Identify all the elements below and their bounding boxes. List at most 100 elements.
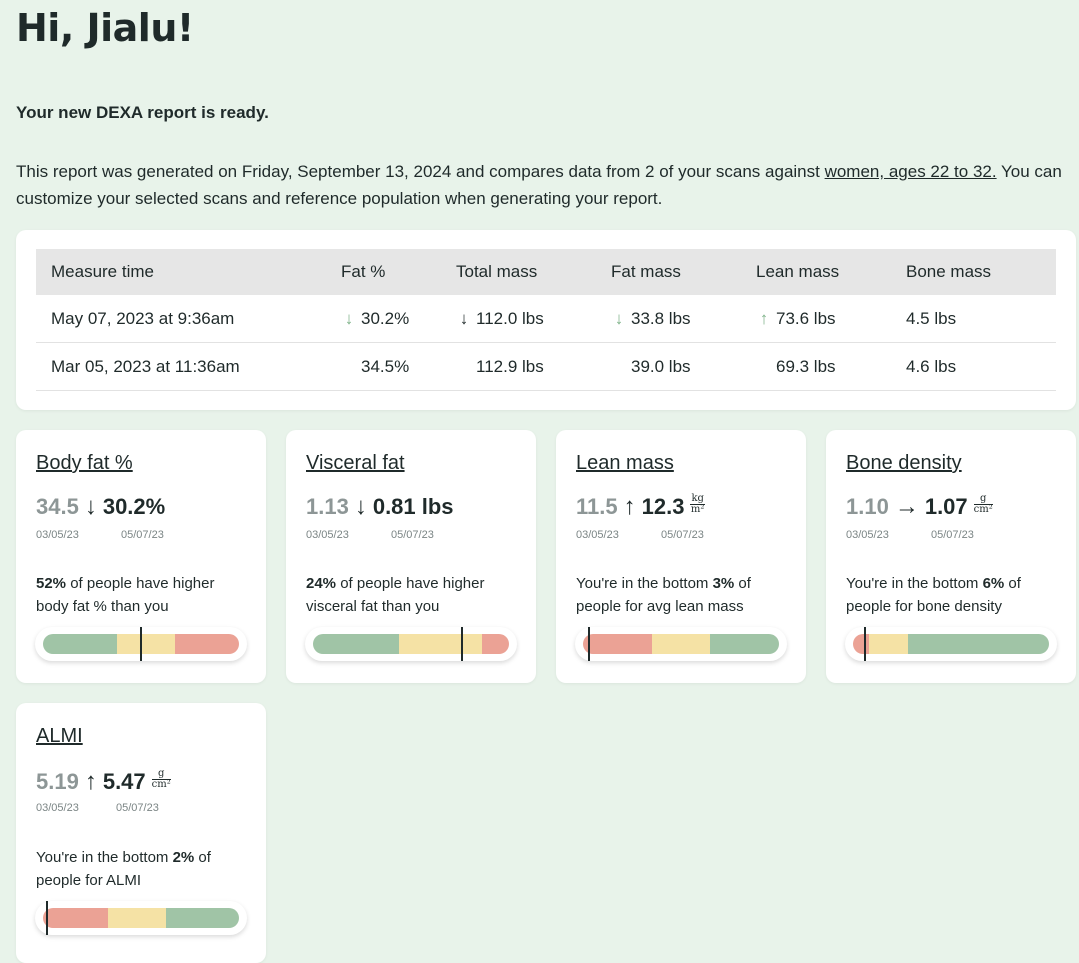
current-value: 30.2% bbox=[102, 494, 166, 519]
scan-comparison-table: Measure time Fat % Total mass Fat mass L… bbox=[36, 249, 1056, 391]
metric-values: 5.19 ↑ 5.47 g cm² bbox=[36, 768, 171, 796]
card-title-link[interactable]: Visceral fat bbox=[306, 452, 405, 474]
percentile-text: You're in the bottom 6% of people for bo… bbox=[846, 575, 1021, 615]
scan-comparison-card: Measure time Fat % Total mass Fat mass L… bbox=[16, 230, 1076, 410]
current-value: 1.07 bbox=[924, 494, 968, 519]
intro-text: This report was generated on Friday, Sep… bbox=[16, 162, 825, 181]
metric-values: 34.5 ↓ 30.2% bbox=[36, 493, 165, 521]
card-title-link[interactable]: Lean mass bbox=[576, 452, 674, 474]
percentile-value: 52% bbox=[36, 575, 67, 592]
metric-card-bone-density: Bone density 1.10 → 1.07 g cm² 03/05/23 05/0… bbox=[826, 430, 1076, 683]
header-total-mass: Total mass bbox=[456, 262, 538, 281]
previous-date: 03/05/23 bbox=[846, 529, 889, 541]
bar-segment-green bbox=[166, 908, 239, 928]
unit-fraction: kg m² bbox=[690, 493, 705, 515]
cell-fat-mass: 39.0 lbs bbox=[611, 342, 756, 391]
card-title-link[interactable]: Body fat % bbox=[36, 452, 133, 474]
header-fat-pct: Fat % bbox=[341, 262, 386, 281]
cell-bone-mass: 4.6 lbs bbox=[906, 342, 1056, 391]
cell-value: 73.6 lbs bbox=[776, 308, 836, 328]
table-row: Mar 05, 2023 at 11:36am 34.5% 112.9 lbs … bbox=[36, 342, 1056, 391]
bar-segment-red bbox=[853, 634, 869, 654]
percentile-marker bbox=[140, 627, 142, 661]
metric-card-almi: ALMI 5.19 ↑ 5.47 g cm² 03/05/23 05/07/23 You… bbox=[16, 703, 266, 963]
metric-card-body-fat: Body fat % 34.5 ↓ 30.2% 03/05/23 05/07/23 … bbox=[16, 430, 266, 683]
cell-lean-mass: 69.3 lbs bbox=[756, 342, 906, 391]
percentile-value: 6% bbox=[982, 575, 1005, 592]
current-date: 05/07/23 bbox=[116, 802, 159, 814]
percentile-bar bbox=[305, 627, 517, 661]
arrow-right-icon: → bbox=[894, 493, 919, 520]
arrow-down-icon: ↓ bbox=[614, 308, 624, 328]
unit-fraction: g cm² bbox=[973, 493, 993, 515]
percentile-marker bbox=[863, 627, 866, 661]
current-date: 05/07/23 bbox=[931, 529, 974, 541]
metric-values: 1.13 ↓ 0.81 lbs bbox=[306, 493, 454, 521]
table-header-row: Measure time Fat % Total mass Fat mass L… bbox=[36, 249, 1056, 295]
cell-value: 69.3 lbs bbox=[776, 356, 836, 376]
cell-bone-mass: 4.5 lbs bbox=[906, 295, 1056, 343]
percentile-bar bbox=[35, 901, 247, 935]
previous-date: 03/05/23 bbox=[306, 529, 349, 541]
header-lean-mass: Lean mass bbox=[756, 262, 840, 281]
reference-population-link[interactable]: women, ages 22 to 32. bbox=[824, 162, 997, 181]
cell-value: 112.0 lbs bbox=[476, 308, 544, 328]
percentile-text: You're in the bottom 2% of people for AL… bbox=[36, 849, 211, 889]
metric-values: 11.5 ↑ 12.3 kg m² bbox=[576, 493, 705, 521]
report-intro: This report was generated on Friday, Sep… bbox=[16, 158, 1066, 212]
bar-segment-yellow bbox=[651, 634, 711, 654]
percentile-value: 24% bbox=[306, 575, 337, 592]
cell-value: 34.5% bbox=[361, 356, 410, 376]
percentile-marker bbox=[45, 901, 48, 935]
metric-card-lean-mass: Lean mass 11.5 ↑ 12.3 kg m² 03/05/23 05/07/2… bbox=[556, 430, 806, 683]
percentile-value: 2% bbox=[172, 849, 195, 866]
cell-fat-pct: ↓ 30.2% bbox=[341, 295, 456, 343]
bar-segment-red bbox=[481, 634, 509, 654]
current-value: 12.3 bbox=[641, 494, 685, 519]
bar-segment-red bbox=[583, 634, 652, 654]
bar-segment-yellow bbox=[399, 634, 482, 654]
arrow-down-icon: ↓ bbox=[84, 493, 97, 520]
cell-lean-mass: ↑ 73.6 lbs bbox=[756, 295, 906, 343]
cell-fat-pct: 34.5% bbox=[341, 342, 456, 391]
current-date: 05/07/23 bbox=[391, 529, 434, 541]
current-value: 5.47 bbox=[102, 769, 146, 794]
metric-card-visceral-fat: Visceral fat 1.13 ↓ 0.81 lbs 03/05/23 05/0… bbox=[286, 430, 536, 683]
bar-segment-yellow bbox=[107, 908, 167, 928]
cell-value: 30.2% bbox=[361, 308, 410, 328]
previous-date: 03/05/23 bbox=[576, 529, 619, 541]
cell-time: May 07, 2023 at 9:36am bbox=[36, 295, 341, 343]
arrow-up-icon: ↑ bbox=[623, 493, 636, 520]
previous-value: 5.19 bbox=[36, 769, 79, 794]
cell-fat-mass: ↓ 33.8 lbs bbox=[611, 295, 756, 343]
header-bone-mass: Bone mass bbox=[906, 262, 992, 281]
card-title-link[interactable]: Bone density bbox=[846, 452, 962, 474]
current-date: 05/07/23 bbox=[121, 529, 164, 541]
arrow-down-icon: ↓ bbox=[344, 308, 354, 328]
percentile-text: 24% of people have higher visceral fat t… bbox=[306, 575, 485, 615]
percentile-value: 3% bbox=[712, 575, 735, 592]
header-fat-mass: Fat mass bbox=[611, 262, 681, 281]
previous-value: 34.5 bbox=[36, 494, 79, 519]
bar-segment-green bbox=[710, 634, 779, 654]
card-title-link[interactable]: ALMI bbox=[36, 725, 83, 747]
bar-segment-green bbox=[43, 634, 117, 654]
arrow-down-icon: ↓ bbox=[354, 493, 367, 520]
bar-segment-green bbox=[907, 634, 1049, 654]
percentile-marker bbox=[587, 627, 590, 661]
current-date: 05/07/23 bbox=[661, 529, 704, 541]
report-ready-text: Your new DEXA report is ready. bbox=[16, 103, 269, 122]
bar-segment-green bbox=[313, 634, 400, 654]
percentile-text: 52% of people have higher body fat % tha… bbox=[36, 575, 215, 615]
bar-segment-red bbox=[43, 908, 108, 928]
cell-value: 33.8 lbs bbox=[631, 308, 691, 328]
cell-total-mass: ↓ 112.0 lbs bbox=[456, 295, 611, 343]
cell-time: Mar 05, 2023 at 11:36am bbox=[36, 342, 341, 391]
bar-segment-yellow bbox=[116, 634, 176, 654]
percentile-text: You're in the bottom 3% of people for av… bbox=[576, 575, 751, 615]
previous-value: 1.13 bbox=[306, 494, 349, 519]
bar-segment-red bbox=[175, 634, 239, 654]
percentile-bar bbox=[845, 627, 1057, 661]
arrow-up-icon: ↑ bbox=[759, 308, 769, 328]
arrow-down-icon: ↓ bbox=[459, 308, 469, 328]
